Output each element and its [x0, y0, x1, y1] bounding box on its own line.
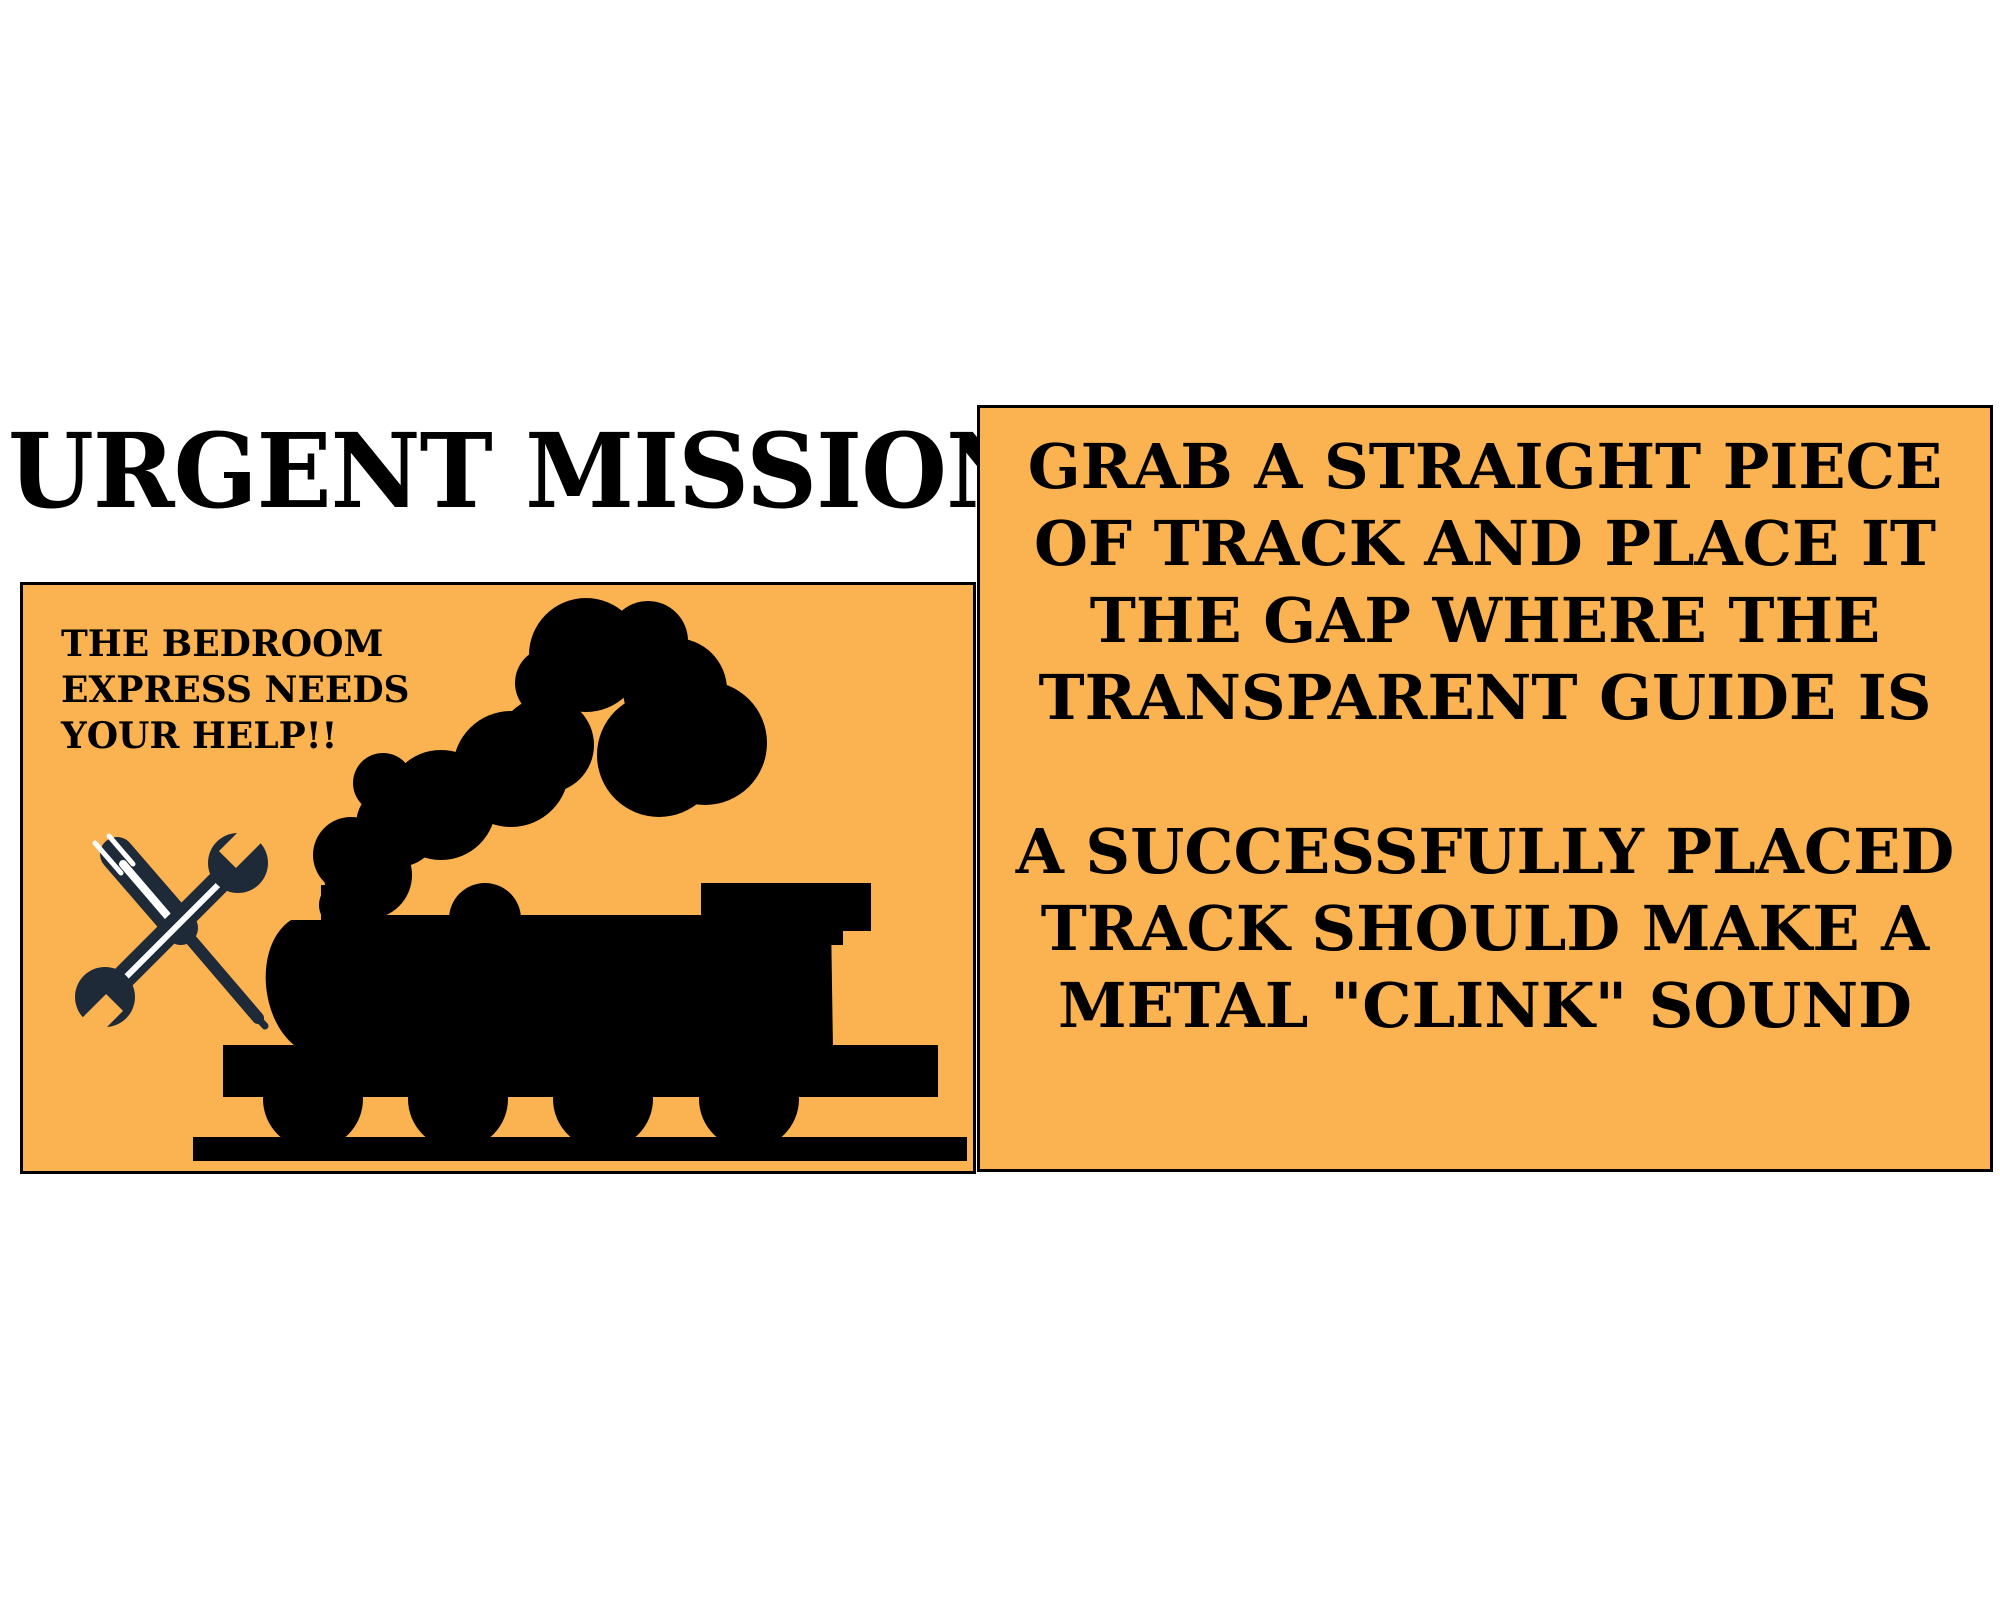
instructions-text: GRAB A STRAIGHT PIECE OF TRACK AND PLACE… [980, 428, 1990, 1044]
success-sound-instruction: A SUCCESSFULLY PLACED TRACK SHOULD MAKE … [1015, 815, 1955, 1042]
wrench-icon [74, 819, 268, 1040]
track-placement-instruction: GRAB A STRAIGHT PIECE OF TRACK AND PLACE… [1027, 430, 1943, 734]
mission-illustration-panel: THE BEDROOM EXPRESS NEEDS YOUR HELP!! [20, 582, 976, 1174]
instructions-panel: GRAB A STRAIGHT PIECE OF TRACK AND PLACE… [977, 405, 1993, 1172]
steam-locomotive-icon [193, 598, 967, 1161]
smoke-cloud-icon [313, 598, 767, 929]
crossed-tools-icon [74, 819, 269, 1040]
help-message: THE BEDROOM EXPRESS NEEDS YOUR HELP!! [61, 623, 410, 757]
page-title: URGENT MISSION! [8, 411, 1078, 532]
locomotive-body [223, 883, 938, 1149]
rail-track [193, 1137, 967, 1161]
